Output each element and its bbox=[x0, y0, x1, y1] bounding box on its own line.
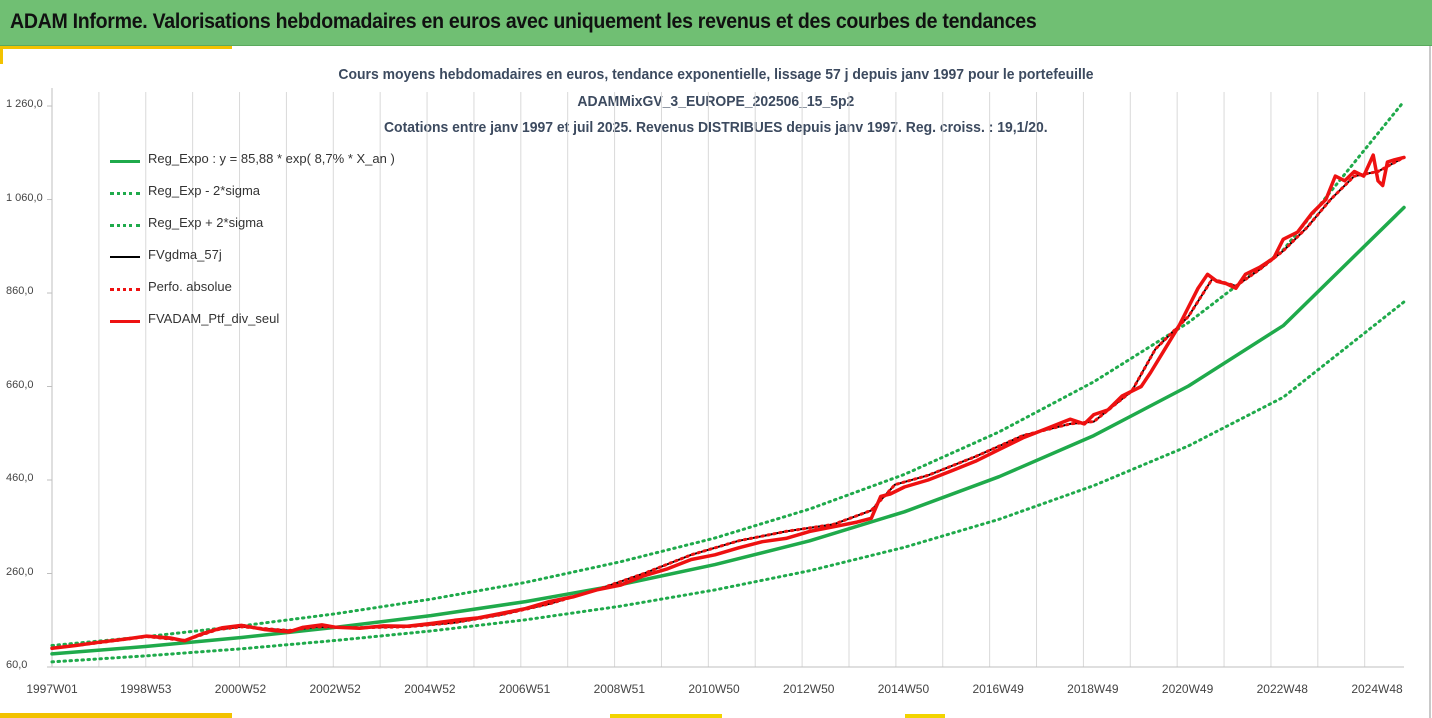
series-line-2 bbox=[50, 99, 1406, 647]
y-tick-label: 60,0 bbox=[6, 659, 28, 671]
legend-swatch bbox=[110, 160, 140, 163]
x-tick-label: 2004W52 bbox=[404, 682, 456, 696]
accent-bar-bottom-mid bbox=[610, 714, 722, 718]
y-tick-label: 1 260,0 bbox=[6, 98, 43, 111]
accent-bar-bottom-mid2 bbox=[905, 714, 945, 718]
x-tick-label: 2012W50 bbox=[783, 682, 835, 696]
x-tick-label: 2014W50 bbox=[877, 682, 930, 696]
x-tick-label: 2008W51 bbox=[593, 682, 645, 696]
legend-label: Reg_Expo : y = 85,88 * exp( 8,7% * X_an … bbox=[148, 151, 395, 166]
accent-bar-top bbox=[0, 46, 232, 49]
legend-label: Perfo. absolue bbox=[148, 279, 232, 294]
series-line-5 bbox=[50, 153, 1406, 651]
x-tick-label: 2020W49 bbox=[1161, 682, 1214, 696]
legend-swatch bbox=[110, 224, 140, 227]
frame-right-edge bbox=[1429, 46, 1431, 718]
x-tick-label: 1998W53 bbox=[120, 682, 172, 696]
chart-title-line-1: Cours moyens hebdomadaires en euros, ten… bbox=[338, 66, 1094, 83]
y-tick-label: 460,0 bbox=[6, 472, 34, 484]
accent-bar-top-vertical bbox=[0, 46, 3, 64]
report-title: ADAM Informe. Valorisations hebdomadaire… bbox=[10, 10, 1037, 33]
legend-swatch bbox=[110, 288, 140, 291]
report-banner: ADAM Informe. Valorisations hebdomadaire… bbox=[0, 0, 1432, 46]
series-line-3 bbox=[51, 156, 1405, 650]
x-tick-label: 2010W50 bbox=[688, 682, 740, 696]
chart-title-line-3: Cotations entre janv 1997 et juil 2025. … bbox=[384, 119, 1048, 136]
series-line-0 bbox=[50, 205, 1406, 656]
accent-bar-bottom bbox=[0, 713, 232, 718]
x-tick-label: 1997W01 bbox=[26, 682, 78, 696]
x-tick-label: 2002W52 bbox=[309, 682, 361, 696]
y-tick-label: 860,0 bbox=[6, 285, 34, 298]
x-tick-label: 2024W48 bbox=[1351, 682, 1403, 696]
y-tick-label: 660,0 bbox=[6, 378, 34, 391]
y-tick-label: 1 060,0 bbox=[6, 191, 43, 204]
x-tick-label: 2022W48 bbox=[1256, 682, 1308, 696]
legend-swatch bbox=[110, 192, 140, 195]
legend-swatch bbox=[110, 320, 140, 323]
series-line-4 bbox=[50, 155, 1406, 650]
y-tick-label: 260,0 bbox=[6, 565, 34, 578]
legend-label: FVgdma_57j bbox=[148, 247, 222, 262]
legend-swatch bbox=[110, 256, 140, 258]
x-tick-label: 2006W51 bbox=[498, 682, 551, 696]
x-tick-label: 2018W49 bbox=[1067, 682, 1119, 696]
legend-label: FVADAM_Ptf_div_seul bbox=[148, 311, 280, 326]
legend-label: Reg_Exp + 2*sigma bbox=[148, 215, 264, 230]
chart-title-line-2: ADAMMixGV_3_EUROPE_202506_15_5p2 bbox=[577, 93, 855, 110]
x-tick-label: 2000W52 bbox=[214, 682, 267, 696]
x-tick-label: 2016W49 bbox=[972, 682, 1024, 696]
series-line-1 bbox=[50, 300, 1406, 664]
legend-label: Reg_Exp - 2*sigma bbox=[148, 183, 260, 198]
